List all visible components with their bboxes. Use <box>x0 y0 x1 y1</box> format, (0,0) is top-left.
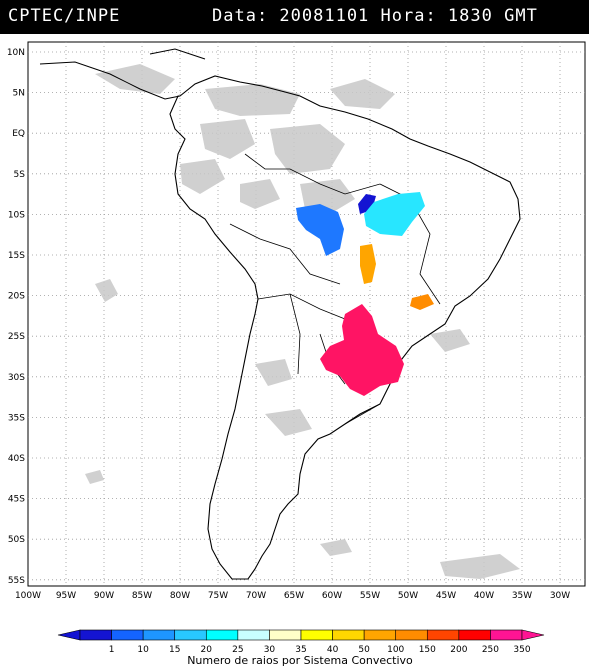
colorbar-tick-label: 250 <box>482 645 499 655</box>
system-17s-55w <box>360 244 376 284</box>
convective-systems <box>296 192 434 396</box>
lat-label: 30S <box>8 373 25 383</box>
colorbar-tick-label: 1 <box>109 645 115 655</box>
lat-label: 55S <box>8 576 25 586</box>
lat-label: 35S <box>8 413 25 423</box>
lat-label: 10N <box>7 48 25 58</box>
colorbar-tick-label: 15 <box>169 645 180 655</box>
header-timestamp: Data: 20081101 Hora: 1830 GMT <box>212 6 538 26</box>
lon-label: 65W <box>284 591 304 601</box>
lon-label: 70W <box>246 591 266 601</box>
header-org: CPTEC/INPE <box>8 6 121 26</box>
lat-label: 20S <box>8 292 25 302</box>
colorbar-left-arrow <box>57 629 81 641</box>
lon-label: 50W <box>398 591 418 601</box>
lat-label: EQ <box>12 129 25 139</box>
lon-label: 95W <box>56 591 76 601</box>
lat-label: 5N <box>13 89 25 99</box>
colorbar-segment <box>426 629 460 641</box>
colorbar-segment <box>237 629 270 641</box>
lat-label: 5S <box>14 170 26 180</box>
lat-label: 15S <box>8 251 25 261</box>
map-header: CPTEC/INPE Data: 20081101 Hora: 1830 GMT <box>0 0 589 34</box>
lon-label: 35W <box>512 591 532 601</box>
latitude-labels: 10N 5N EQ 5S 10S 15S 20S 25S 30S 35S 40S 45S 50S 55S <box>7 48 25 586</box>
system-21s-47w <box>410 294 434 310</box>
lat-label: 50S <box>8 535 25 545</box>
colorbar-tick-label: 30 <box>264 645 276 655</box>
colorbar-segment <box>174 629 207 641</box>
colorbar-tick-label: 10 <box>137 645 149 655</box>
colorbar-tick-label: 350 <box>513 645 530 655</box>
system-10s-60w <box>296 204 344 256</box>
colorbar <box>57 629 545 641</box>
colorbar-tick-label: 25 <box>232 645 243 655</box>
colorbar-segment <box>332 629 365 641</box>
colorbar-tick-label: 20 <box>201 645 213 655</box>
colorbar-segment <box>79 629 112 641</box>
lon-label: 75W <box>208 591 228 601</box>
lon-label: 85W <box>132 591 152 601</box>
colorbar-segment <box>490 629 523 641</box>
colorbar-title: Numero de raios por Sistema Convectivo <box>187 654 413 667</box>
lat-label: 10S <box>8 210 25 220</box>
lon-label: 100W <box>15 591 41 601</box>
colorbar-labels: 1 10 15 20 25 30 35 40 50 100 150 200 250 350 <box>109 645 531 655</box>
lat-label: 40S <box>8 454 25 464</box>
graticule <box>28 42 585 586</box>
longitude-labels: 100W 95W 90W 85W 80W 75W 70W 65W 60W 55W 50W 45W 40W… <box>15 591 570 601</box>
lon-label: 55W <box>360 591 380 601</box>
lon-label: 30W <box>550 591 570 601</box>
colorbar-segment <box>395 629 428 641</box>
lon-label: 40W <box>474 591 494 601</box>
system-29s-53w <box>320 304 404 396</box>
lon-label: 90W <box>94 591 114 601</box>
colorbar-tick-label: 150 <box>419 645 436 655</box>
lon-label: 45W <box>436 591 456 601</box>
colorbar-segment <box>458 629 491 641</box>
central-america-coastline <box>39 61 181 100</box>
colorbar-segment <box>269 629 302 641</box>
plot-frame <box>27 41 586 587</box>
colorbar-tick-label: 200 <box>450 645 467 655</box>
lat-label: 25S <box>8 332 25 342</box>
cloud-cover <box>85 64 520 579</box>
lon-label: 80W <box>170 591 190 601</box>
colorbar-tick-label: 100 <box>387 645 404 655</box>
colorbar-segment <box>300 629 333 641</box>
colorbar-right-arrow <box>521 629 545 641</box>
lightning-map: 10N5NEQ5S10S15S20S25S30S35S40S45S50S55S … <box>7 41 586 655</box>
colorbar-tick-label: 40 <box>327 645 339 655</box>
colorbar-segment <box>111 629 144 641</box>
colorbar-segment <box>363 629 397 641</box>
colorbar-tick-label: 35 <box>295 645 306 655</box>
caribbean-coast <box>149 48 206 60</box>
colorbar-segment <box>142 629 176 641</box>
south-america-coastline <box>169 75 521 580</box>
colorbar-tick-label: 50 <box>358 645 370 655</box>
colorbar-segment <box>205 629 239 641</box>
system-10s-50w <box>364 192 425 236</box>
lon-label: 60W <box>322 591 342 601</box>
lat-label: 45S <box>8 495 25 505</box>
